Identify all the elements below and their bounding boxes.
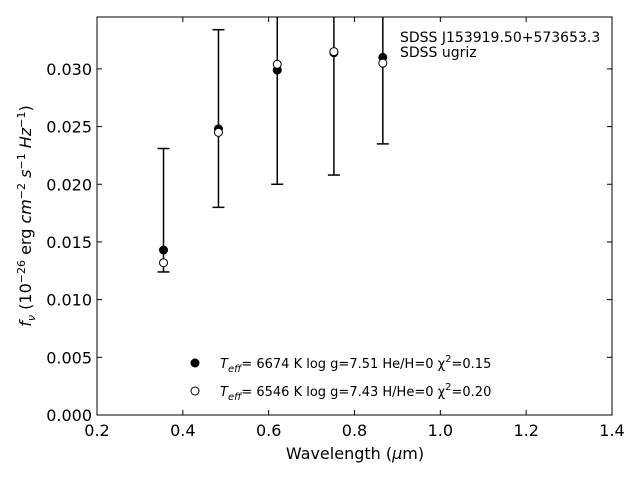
y-tick-label: 0.010 bbox=[46, 291, 92, 310]
object-name-annotation: SDSS J153919.50+573653.3 bbox=[400, 30, 600, 46]
x-tick-label: 1.4 bbox=[599, 421, 624, 440]
x-tick-label: 1.0 bbox=[428, 421, 453, 440]
observed-point-open bbox=[378, 58, 388, 68]
data-points bbox=[159, 47, 388, 268]
legend-label: Teff= 6674 K log g=7.51 He/H=0 χ2=0.15 bbox=[220, 354, 491, 375]
model-point-filled bbox=[159, 245, 169, 255]
y-tick-label: 0.000 bbox=[46, 406, 92, 425]
observed-point-open bbox=[329, 47, 339, 57]
x-tick-label: 0.6 bbox=[256, 421, 281, 440]
plot-area bbox=[96, 16, 613, 416]
y-tick-label: 0.020 bbox=[46, 175, 92, 194]
x-tick-label: 0.8 bbox=[342, 421, 367, 440]
legend-label: Teff= 6546 K log g=7.43 H/He=0 χ2=0.20 bbox=[220, 382, 491, 403]
y-tick-label: 0.025 bbox=[46, 118, 92, 137]
y-tick-label: 0.005 bbox=[46, 348, 92, 367]
legend-marker-filled bbox=[190, 358, 200, 368]
legend-marker-open bbox=[190, 386, 200, 396]
x-tick-label: 0.4 bbox=[170, 421, 195, 440]
observed-point-open bbox=[272, 59, 282, 69]
y-tick-label: 0.015 bbox=[46, 233, 92, 252]
x-tick-label: 0.2 bbox=[84, 421, 109, 440]
filter-set-annotation: SDSS ugriz bbox=[400, 45, 477, 61]
observed-point-open bbox=[213, 127, 223, 137]
x-axis-label: Wavelength (μm) bbox=[286, 444, 424, 463]
y-tick-label: 0.030 bbox=[46, 60, 92, 79]
x-tick-label: 1.2 bbox=[513, 421, 538, 440]
observed-point-open bbox=[159, 258, 169, 268]
legend: Teff= 6674 K log g=7.51 He/H=0 χ2=0.15 Te… bbox=[190, 354, 491, 403]
y-axis-label: fν (10−26 erg cm−2 s−1 Hz−1) bbox=[15, 105, 38, 326]
axis-ticks: 0.2 0.4 0.6 0.8 1.0 1.2 1.4 0.000 0.005 0.010 0.01… bbox=[46, 17, 625, 440]
